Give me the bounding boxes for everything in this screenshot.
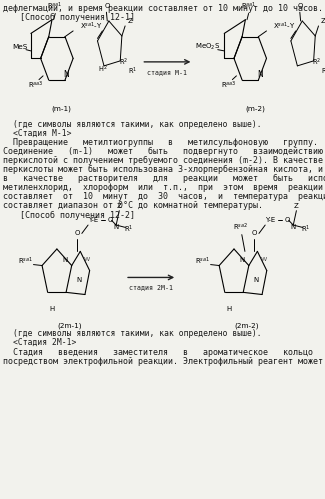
Text: R$^{aa3}$: R$^{aa3}$: [221, 80, 237, 91]
Text: R$^{2}$: R$^{2}$: [119, 56, 128, 68]
Text: O: O: [298, 3, 303, 9]
Text: Превращение   метилтиогруппы   в   метилсульфоновую   группу.: Превращение метилтиогруппы в метилсульфо…: [13, 138, 318, 147]
Text: (m-1): (m-1): [52, 105, 72, 112]
Text: W: W: [84, 257, 90, 262]
Text: H$^{2}$: H$^{2}$: [98, 64, 107, 75]
Text: O: O: [107, 217, 112, 223]
Text: R$^{sa1}$: R$^{sa1}$: [195, 255, 210, 266]
Text: R$^{aa1}$: R$^{aa1}$: [241, 0, 256, 11]
Text: N: N: [64, 70, 70, 79]
Text: посредством электрофильной реакции. Электрофильный реагент может: посредством электрофильной реакции. Элек…: [3, 357, 323, 366]
Text: Y-E: Y-E: [265, 217, 275, 223]
Text: Z: Z: [127, 18, 133, 24]
Text: Соединение   (m-1)   может   быть   подвергнуто   взаимодействию   с: Соединение (m-1) может быть подвергнуто …: [3, 147, 325, 156]
Text: N: N: [291, 225, 296, 231]
Text: R$^{sa2}$: R$^{sa2}$: [233, 222, 248, 233]
Text: метиленхлорид,  хлороформ  или  т.п.,  при  этом  время  реакции: метиленхлорид, хлороформ или т.п., при э…: [3, 183, 323, 192]
Text: N: N: [113, 225, 119, 231]
Text: [Способ получения 12-1]: [Способ получения 12-1]: [20, 13, 135, 22]
Text: (2m-2): (2m-2): [234, 322, 259, 329]
Text: O: O: [252, 231, 257, 237]
Text: W: W: [261, 257, 267, 262]
Text: [Способ получения 12-2]: [Способ получения 12-2]: [20, 211, 135, 220]
Text: MeO$_{2}$S: MeO$_{2}$S: [195, 42, 221, 52]
Text: составляет диапазон от 0°С до комнатной температуры.: составляет диапазон от 0°С до комнатной …: [3, 201, 263, 210]
Text: (где символы являются такими, как определено выше).: (где символы являются такими, как опреде…: [13, 120, 262, 129]
Text: дефлегмации, и время реакции составляет от 10 минут до 10 часов.: дефлегмации, и время реакции составляет …: [3, 4, 323, 13]
Text: R$^{1}$: R$^{1}$: [321, 65, 325, 76]
Text: (2m-1): (2m-1): [57, 322, 82, 329]
Text: H: H: [227, 306, 232, 312]
Text: N: N: [257, 70, 263, 79]
Text: N: N: [62, 257, 67, 263]
Text: Z: Z: [294, 203, 299, 209]
Text: R$^{1}$: R$^{1}$: [301, 224, 311, 236]
Text: N: N: [76, 277, 81, 283]
Text: R$^{sa1}$: R$^{sa1}$: [18, 255, 33, 266]
Text: составляет  от  10  минут  до  30  часов,  и  температура  реакции: составляет от 10 минут до 30 часов, и те…: [3, 192, 325, 201]
Text: MeS: MeS: [12, 44, 27, 50]
Text: Z: Z: [117, 203, 122, 209]
Text: R$^{aa1}$: R$^{aa1}$: [47, 0, 63, 11]
Text: Y-E: Y-E: [88, 217, 98, 223]
Text: X$^{sa1}$-Y: X$^{sa1}$-Y: [273, 20, 296, 31]
Text: N: N: [239, 257, 244, 263]
Text: (где символы являются такими, как определено выше).: (где символы являются такими, как опреде…: [13, 329, 262, 338]
Text: R$^{1}$: R$^{1}$: [128, 65, 137, 76]
Text: Z: Z: [321, 18, 325, 24]
Text: X$^{sa1}$-Y: X$^{sa1}$-Y: [80, 20, 102, 31]
Text: стадия М-1: стадия М-1: [147, 70, 188, 76]
Text: H: H: [50, 306, 55, 312]
Text: (m-2): (m-2): [245, 105, 265, 112]
Text: в   качестве   растворителя   для   реакции   может   быть   использован: в качестве растворителя для реакции може…: [3, 174, 325, 183]
Text: Стадия   введения   заместителя   в   ароматическое   кольцо: Стадия введения заместителя в ароматичес…: [13, 348, 313, 357]
Text: стадия 2М-1: стадия 2М-1: [129, 285, 173, 291]
Text: R$^{aa3}$: R$^{aa3}$: [28, 80, 44, 91]
Text: R$^{2}$: R$^{2}$: [312, 56, 321, 68]
Text: O: O: [74, 231, 80, 237]
Text: <Стадия 2М-1>: <Стадия 2М-1>: [13, 338, 76, 347]
Text: O: O: [105, 3, 110, 9]
Text: N: N: [253, 277, 258, 283]
Text: <Стадия М-1>: <Стадия М-1>: [13, 129, 72, 138]
Text: O: O: [284, 217, 290, 223]
Text: перкислотой с получением требуемого соединения (m-2). В качестве: перкислотой с получением требуемого соед…: [3, 156, 323, 165]
Text: перкислоты может быть использована 3-хлорпербензойная кислота, и: перкислоты может быть использована 3-хло…: [3, 165, 323, 174]
Text: R$^{1}$: R$^{1}$: [124, 224, 134, 236]
